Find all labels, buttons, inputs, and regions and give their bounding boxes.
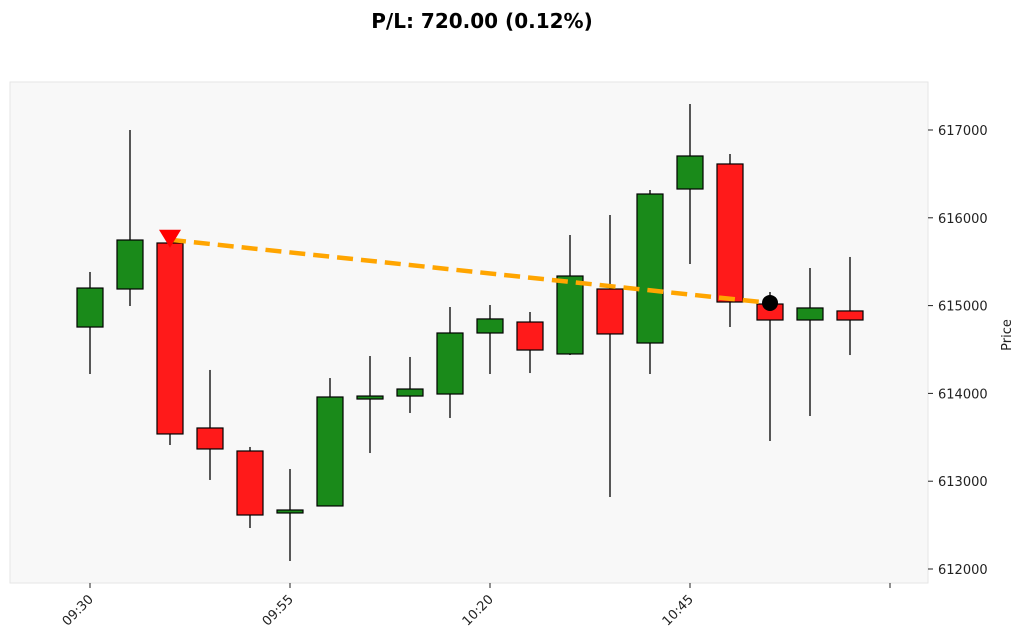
- y-tick-label: 617000: [938, 124, 988, 139]
- candle-down: [596, 288, 624, 335]
- chart-title: P/L: 720.00 (0.12%): [371, 9, 592, 33]
- candle-up: [316, 396, 344, 507]
- y-tick-label: 614000: [938, 387, 988, 402]
- y-axis-label: Price: [1000, 319, 1015, 351]
- y-axis: 612000 613000 614000 615000 616000 617000: [928, 124, 988, 578]
- candle-up: [556, 275, 584, 355]
- y-tick-label: 615000: [938, 300, 988, 315]
- x-tick-label: 10:20: [460, 592, 497, 629]
- x-tick-label: 10:45: [660, 592, 697, 629]
- plot-area: [9, 81, 929, 584]
- x-tick-label: 09:55: [260, 592, 297, 629]
- candle-up: [396, 388, 424, 397]
- candle-down: [836, 310, 864, 321]
- y-tick-label: 612000: [938, 563, 988, 578]
- trade-line: [169, 237, 771, 306]
- candle-up: [76, 287, 104, 328]
- candle-up: [796, 307, 824, 321]
- candle-up: [116, 239, 144, 290]
- candles-group: [76, 104, 864, 562]
- candle-up: [476, 318, 504, 334]
- candle-down: [156, 242, 184, 435]
- y-tick-label: 616000: [938, 212, 988, 227]
- trade-group: [159, 229, 778, 311]
- candle-down: [236, 450, 264, 516]
- candle-up: [276, 509, 304, 514]
- candle-up: [436, 332, 464, 395]
- entry-sell-marker: [159, 229, 181, 248]
- candle-up: [676, 155, 704, 190]
- x-tick-label: 09:30: [60, 592, 97, 629]
- candle-down: [196, 427, 224, 450]
- candle-down: [516, 321, 544, 351]
- candle-up: [356, 395, 384, 400]
- exit-marker: [762, 294, 778, 311]
- candle-down: [716, 163, 744, 303]
- y-tick-label: 613000: [938, 475, 988, 490]
- candle-up: [636, 193, 664, 344]
- x-axis: 09:30 09:55 10:20 10:45: [60, 583, 891, 629]
